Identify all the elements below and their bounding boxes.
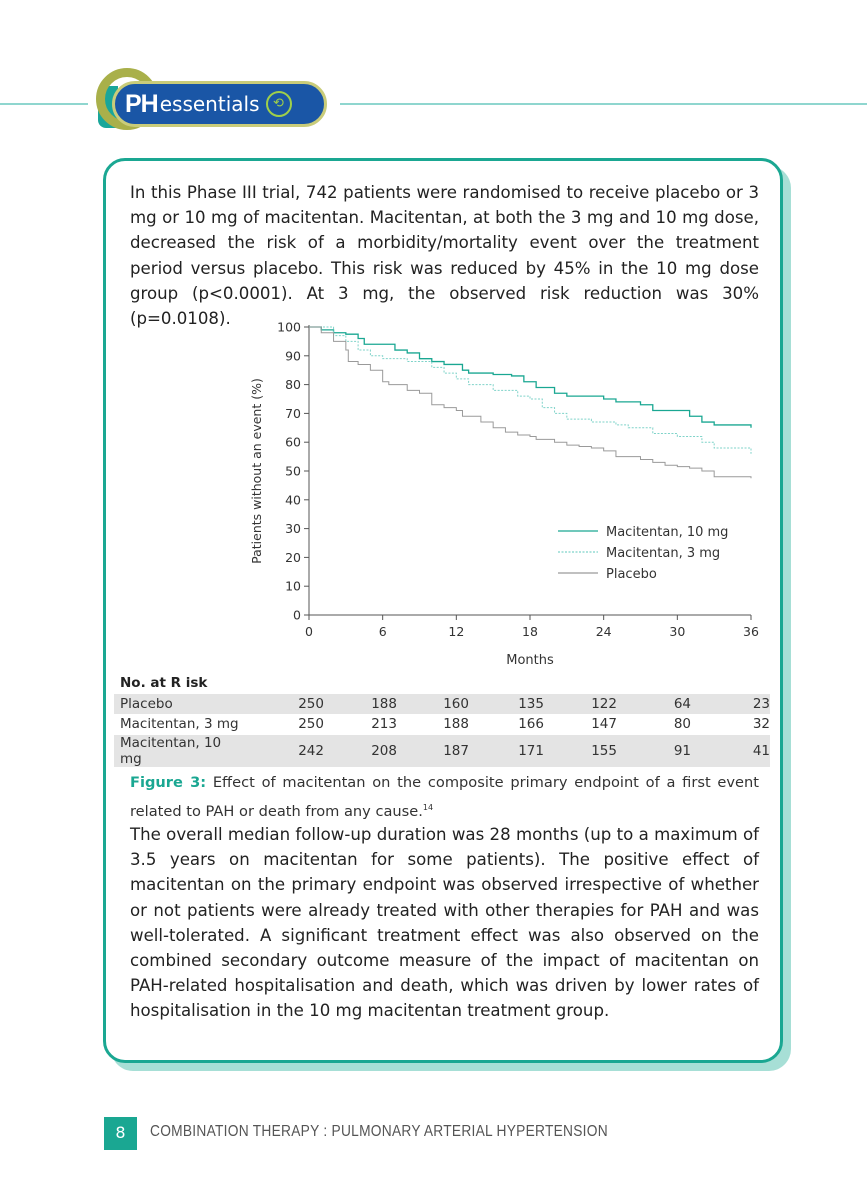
risk-cell: 32 — [752, 716, 770, 733]
legend-label: Macitentan, 10 mg — [606, 525, 728, 540]
risk-row-label: Placebo — [120, 696, 173, 713]
caption-text: Effect of macitentan on the composite pr… — [130, 774, 759, 820]
kaplan-meier-chart: 0 10 20 30 40 50 60 70 80 90 100 0 6 12 18 24 30 36 Macit… — [249, 320, 759, 669]
risk-table-row: Placebo 250 188 160 135 122 64 23 — [114, 694, 770, 715]
series-line-0 — [309, 326, 752, 428]
x-tick-label: 12 — [448, 624, 464, 639]
header-rule-right — [340, 103, 867, 105]
y-tick-label: 0 — [293, 608, 301, 623]
footer-title: COMBINATION THERAPY : PULMONARY ARTERIAL… — [150, 1123, 608, 1140]
logo-ph: PH — [125, 89, 159, 118]
risk-cell: 208 — [371, 742, 397, 759]
figure-caption: Figure 3: Effect of macitentan on the co… — [130, 770, 759, 824]
risk-cell: 160 — [443, 696, 469, 713]
series-line-2 — [309, 326, 752, 479]
risk-cell: 171 — [518, 742, 544, 759]
chart-series — [309, 326, 752, 479]
series-line-1 — [309, 326, 752, 454]
legend-label: Macitentan, 3 mg — [606, 546, 720, 561]
x-tick-label: 24 — [596, 624, 612, 639]
globe-icon: ⟲ — [265, 91, 292, 117]
risk-cell: 187 — [443, 742, 469, 759]
y-tick-label: 90 — [285, 348, 301, 363]
y-tick-label: 100 — [277, 320, 301, 335]
y-tick-label: 70 — [285, 406, 301, 421]
x-tick-label: 36 — [743, 624, 759, 639]
risk-cell: 23 — [752, 696, 770, 713]
risk-cell: 188 — [443, 716, 469, 733]
legend-label: Placebo — [606, 567, 657, 582]
x-tick-label: 18 — [522, 624, 538, 639]
risk-table-row: Macitentan, 3 mg 250 213 188 166 147 80 32 — [114, 714, 770, 734]
risk-row-label: Macitentan, 10 mg — [120, 734, 222, 767]
risk-cell: 250 — [298, 716, 324, 733]
risk-cell: 135 — [518, 696, 544, 713]
risk-cell: 64 — [673, 696, 691, 713]
x-tick-label: 6 — [379, 624, 387, 639]
body-paragraph: The overall median follow-up duration wa… — [130, 825, 759, 1021]
y-axis-label: Patients without an event (%) — [249, 378, 264, 564]
y-tick-label: 40 — [285, 492, 301, 507]
risk-cell: 166 — [518, 716, 544, 733]
x-axis-label: Months — [506, 653, 554, 668]
risk-cell: 188 — [371, 696, 397, 713]
y-tick-label: 60 — [285, 435, 301, 450]
content-box — [103, 158, 783, 1063]
chart-legend: Macitentan, 10 mg Macitentan, 3 mg Placebo — [558, 525, 728, 582]
logo-essentials: essentials — [159, 92, 260, 116]
risk-cell: 155 — [591, 742, 617, 759]
logo-pill: PH essentials ⟲ — [112, 81, 327, 127]
risk-table: Placebo 250 188 160 135 122 64 23 Macitentan, 3 … — [114, 694, 770, 767]
risk-row-label: Macitentan, 3 mg — [120, 716, 239, 733]
risk-table-row: Macitentan, 10 mg 242 208 187 171 155 91 41 — [114, 734, 770, 767]
risk-table-title: No. at R isk — [120, 675, 208, 691]
page-number: 8 — [104, 1117, 137, 1150]
y-tick-label: 20 — [285, 550, 301, 565]
y-tick-label: 10 — [285, 579, 301, 594]
risk-cell: 147 — [591, 716, 617, 733]
figure-label: Figure 3: — [130, 774, 207, 791]
risk-cell: 80 — [673, 716, 691, 733]
x-tick-label: 0 — [305, 624, 313, 639]
risk-cell: 250 — [298, 696, 324, 713]
y-tick-label: 80 — [285, 377, 301, 392]
intro-paragraph: In this Phase III trial, 742 patients we… — [130, 183, 759, 329]
risk-cell: 213 — [371, 716, 397, 733]
x-tick-label: 30 — [669, 624, 685, 639]
header-rule-left — [0, 103, 88, 105]
chart-axes: 0 10 20 30 40 50 60 70 80 90 100 0 6 12 18 24 30 36 — [277, 320, 759, 640]
caption-reference: 14 — [422, 803, 434, 812]
risk-cell: 122 — [591, 696, 617, 713]
risk-cell: 242 — [298, 742, 324, 759]
y-tick-label: 30 — [285, 521, 301, 536]
risk-cell: 41 — [752, 742, 770, 759]
y-tick-label: 50 — [285, 464, 301, 479]
risk-cell: 91 — [673, 742, 691, 759]
